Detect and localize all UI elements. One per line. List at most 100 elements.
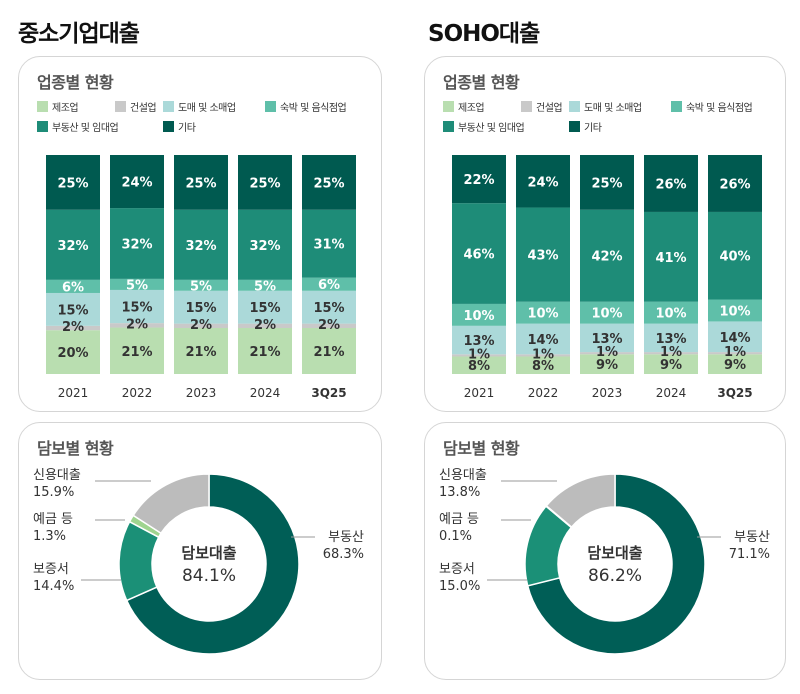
left-bar-segment [302, 290, 356, 324]
left-bar-segment [174, 323, 228, 329]
left-bar-data-label: 5% [254, 279, 276, 294]
right-bar-data-label: 1% [532, 347, 554, 362]
left-legend-item: 부동산 및 임대업 [37, 119, 119, 134]
left-bar-segment [174, 155, 228, 210]
left-bar-data-label: 2% [318, 318, 340, 333]
left-industry-bar-chart: 20%2%15%6%32%25%202121%2%15%5%32%24%2022… [46, 155, 356, 400]
right-bar-segment [580, 301, 634, 324]
right-legend-swatch [671, 101, 682, 112]
left-bar-segment [174, 279, 228, 291]
right-x-tick-label: 3Q25 [717, 386, 752, 400]
right-bar-segment [580, 323, 634, 353]
left-bar-data-label: 25% [185, 176, 216, 191]
left-bar-data-label: 32% [185, 239, 216, 254]
right-bar-segment [580, 209, 634, 302]
left-bar-data-label: 2% [190, 318, 212, 333]
left-industry-title: 업종별 현황 [37, 73, 114, 92]
right-legend-swatch [569, 101, 580, 112]
right-bar-segment [516, 323, 570, 355]
left-section-title: 중소기업대출 [18, 21, 140, 47]
left-industry-card: 업종별 현황 제조업 건설업 도매 및 소매업 숙박 및 음식점업 부동산 및 임대업 기… [18, 56, 382, 412]
left-legend-item: 제조업 [37, 99, 79, 114]
right-bar-segment [516, 301, 570, 324]
right-donut-label-value: 15.0% [439, 579, 480, 594]
left-legend-label: 건설업 [130, 103, 157, 114]
left-bar-segment [110, 278, 164, 290]
right-bar-segment [708, 354, 762, 374]
left-bar-data-label: 25% [57, 176, 88, 191]
right-legend-label: 숙박 및 음식점업 [686, 103, 753, 114]
right-donut-center-value: 86.2% [588, 566, 642, 586]
right-bar-data-label: 14% [719, 331, 750, 346]
right-donut-label-value: 71.1% [729, 547, 770, 562]
right-legend-swatch [443, 101, 454, 112]
right-collateral-card: 담보별 현황 담보대출 86.2% 신용대출 13.8% 예금 등 0.1% 보증서 15.0… [424, 422, 786, 680]
right-donut-label-name: 부동산 [734, 530, 770, 545]
right-legend-item: 건설업 [521, 99, 563, 114]
right-legend-label: 제조업 [458, 103, 485, 114]
left-donut-label-name: 예금 등 [33, 512, 73, 527]
left-bar-segment [302, 155, 356, 210]
left-bar-segment [46, 279, 100, 293]
right-legend-swatch [521, 101, 532, 112]
left-bar-data-label: 24% [121, 176, 152, 191]
left-bar-data-label: 2% [254, 318, 276, 333]
left-legend-label: 제조업 [52, 103, 79, 114]
left-bar-data-label: 15% [249, 301, 280, 316]
right-bar-data-label: 9% [596, 358, 618, 373]
left-bar-segment [110, 327, 164, 374]
left-bar-data-label: 6% [318, 278, 340, 293]
left-legend-swatch [163, 121, 174, 132]
right-bar-data-label: 25% [591, 176, 622, 191]
left-bar-segment [174, 328, 228, 374]
right-bar-segment [708, 321, 762, 353]
left-bar-data-label: 2% [62, 320, 84, 335]
left-bar-data-label: 21% [249, 345, 280, 360]
right-bar-data-label: 24% [527, 175, 558, 190]
left-legend-swatch [265, 101, 276, 112]
left-donut-label-name: 신용대출 [33, 468, 81, 483]
right-donut-label-name: 신용대출 [439, 468, 487, 483]
left-donut-label-name: 보증서 [33, 562, 69, 577]
left-x-tick-label: 2024 [250, 386, 281, 400]
left-bar-data-label: 25% [249, 176, 280, 191]
right-legend-label: 기타 [584, 123, 602, 134]
right-bar-segment [644, 155, 698, 212]
left-legend-label: 부동산 및 임대업 [52, 123, 119, 134]
right-donut-label-value: 0.1% [439, 529, 472, 544]
right-bar-segment [644, 352, 698, 355]
left-donut-label-name: 부동산 [328, 530, 364, 545]
left-bar-data-label: 21% [121, 345, 152, 360]
right-bar-data-label: 41% [655, 251, 686, 266]
right-x-tick-label: 2023 [592, 386, 623, 400]
left-collateral-donut-chart: 담보대출 84.1% 신용대출 15.9% 예금 등 1.3% 보증서 14.4% 부동산 68.… [33, 468, 364, 655]
left-collateral-card: 담보별 현황 담보대출 84.1% 신용대출 15.9% 예금 등 1.3% 보증서 14.4… [18, 422, 382, 680]
left-bar-data-label: 5% [190, 279, 212, 294]
left-bar-segment [174, 209, 228, 280]
right-bar-segment [452, 155, 506, 204]
right-bar-segment [644, 354, 698, 374]
right-bar-segment [516, 354, 570, 357]
left-bar-segment [46, 209, 100, 280]
right-legend-label: 건설업 [536, 103, 563, 114]
right-bar-data-label: 1% [468, 347, 490, 362]
right-legend-item: 도매 및 소매업 [569, 99, 642, 114]
right-x-tick-label: 2024 [656, 386, 687, 400]
left-bar-segment [46, 155, 100, 210]
right-x-tick-label: 2021 [464, 386, 495, 400]
right-bar-data-label: 22% [463, 173, 494, 188]
right-bar-data-label: 9% [724, 358, 746, 373]
right-bar-segment [708, 155, 762, 212]
right-legend-swatch [443, 121, 454, 132]
left-x-tick-label: 2022 [122, 386, 153, 400]
right-bar-segment [452, 203, 506, 304]
right-bar-segment [580, 354, 634, 374]
right-bar-data-label: 43% [527, 249, 558, 264]
left-bar-segment [302, 277, 356, 291]
left-bar-data-label: 2% [126, 317, 148, 332]
left-legend-item: 건설업 [115, 99, 157, 114]
left-bar-segment [238, 323, 292, 329]
left-bar-segment [46, 292, 100, 326]
left-donut-slice [132, 473, 210, 535]
left-bar-segment [174, 290, 228, 324]
